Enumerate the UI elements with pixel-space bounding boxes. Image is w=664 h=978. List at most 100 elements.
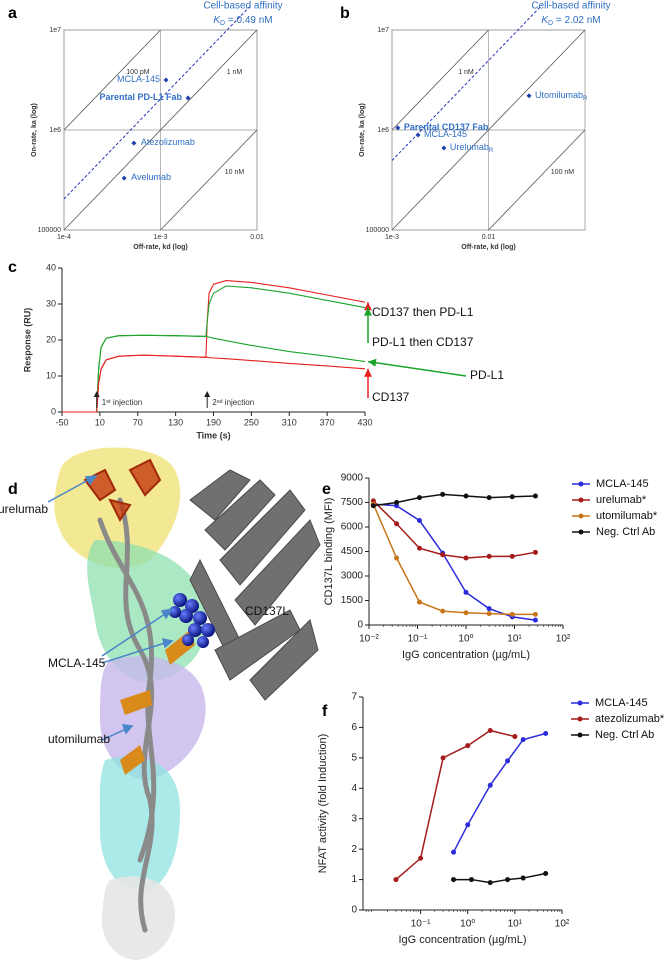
- y-tick-label: 1: [351, 874, 357, 885]
- series-marker: [370, 503, 376, 509]
- legend-label: Neg. Ctrl Ab: [596, 526, 655, 538]
- y-tick-label: 20: [46, 334, 56, 344]
- y-tick-label: 10: [46, 370, 56, 380]
- x-axis-label: Off-rate, kd (log): [461, 244, 515, 251]
- y-tick-label: 100000: [366, 227, 389, 234]
- legend-marker: [577, 716, 583, 722]
- iso-affinity-line: [391, 29, 489, 131]
- point-label: Parental CD137 Fab: [404, 122, 489, 132]
- y-tick-label: 7500: [341, 497, 364, 508]
- kd-subscript: D: [548, 20, 553, 27]
- point-name: Urelumab: [450, 142, 489, 152]
- legend-marker: [578, 529, 584, 535]
- series-line: [62, 334, 366, 413]
- y-tick-label: 100000: [38, 227, 61, 234]
- series-marker: [393, 877, 399, 883]
- x-tick-label: 10: [95, 417, 105, 427]
- point-label: Parental PD-L1 Fab: [100, 92, 183, 102]
- series-line: [373, 493, 536, 507]
- series-marker: [451, 849, 457, 855]
- x-tick-label: 10⁰: [458, 634, 473, 645]
- x-tick-label: 10⁻¹: [411, 919, 431, 930]
- point-subscript: R: [583, 95, 588, 101]
- series-marker: [463, 555, 469, 561]
- reference-label: KD = 0.49 nM: [213, 15, 272, 27]
- structure-label: utomilumab: [48, 732, 110, 746]
- y-axis-label: NFAT activity (fold Induction): [317, 734, 329, 874]
- injection-label: 1ˢᵗ injection: [102, 398, 143, 407]
- structure-label: urelumab: [0, 502, 48, 516]
- kd-symbol: K: [541, 15, 549, 26]
- x-tick-label: 310: [282, 417, 297, 427]
- series-marker: [532, 611, 538, 617]
- y-tick-label: 1e6: [49, 127, 61, 134]
- point-subscript: R: [489, 148, 494, 154]
- x-tick-label: -50: [55, 417, 68, 427]
- y-tick-label: 0: [351, 905, 357, 916]
- series-marker: [417, 517, 423, 523]
- series-label: PD-L1 then CD137: [372, 335, 474, 349]
- series-marker: [465, 743, 471, 749]
- series-line: [372, 500, 536, 559]
- legend-marker: [577, 732, 583, 738]
- series-marker: [509, 553, 515, 559]
- x-tick-label: 1e-4: [57, 234, 71, 241]
- y-tick-label: 3: [351, 813, 357, 824]
- series-line: [395, 729, 516, 881]
- legend-marker: [577, 700, 583, 706]
- panel-letter: b: [340, 5, 350, 22]
- iso-affinity-line: [391, 29, 586, 231]
- point: [415, 132, 421, 138]
- point: [185, 95, 191, 101]
- series-line: [453, 872, 546, 884]
- point-label: Atezolizumab: [141, 137, 195, 147]
- series-marker: [486, 553, 492, 559]
- structure-label: MCLA-145: [48, 656, 106, 670]
- point-label: UrelumabR: [450, 142, 494, 153]
- panel-letter: c: [8, 259, 17, 276]
- x-tick-label: 10⁻¹: [408, 634, 428, 645]
- panel-letter: f: [322, 703, 328, 720]
- legend-label: MCLA-145: [595, 697, 648, 709]
- injection-label: 2ⁿᵈ injection: [212, 398, 254, 407]
- iso-affinity-line: [63, 29, 258, 231]
- structure-image: [47, 447, 321, 960]
- y-tick-label: 6: [351, 722, 357, 733]
- x-tick-label: 0.01: [482, 234, 496, 241]
- iso-label: 100 pM: [126, 69, 150, 76]
- kd-value: = 2.02 nM: [553, 15, 601, 26]
- legend-label: Neg. Ctrl Ab: [595, 729, 654, 741]
- series-marker: [509, 611, 515, 617]
- x-tick-label: 1e-3: [385, 234, 399, 241]
- panel-letter: a: [8, 5, 17, 22]
- x-tick-label: 130: [168, 417, 183, 427]
- y-tick-label: 1e6: [377, 127, 389, 134]
- kd-value: = 0.49 nM: [225, 15, 273, 26]
- series-marker: [418, 855, 424, 861]
- series-marker: [505, 877, 511, 883]
- x-tick-label: 70: [133, 417, 143, 427]
- point-name: Parental PD-L1 Fab: [100, 92, 183, 102]
- injection-arrow-head: [93, 391, 100, 397]
- series-marker: [463, 610, 469, 616]
- series-marker: [486, 611, 492, 617]
- series-marker: [543, 731, 549, 737]
- series-marker: [417, 495, 423, 501]
- point: [163, 77, 169, 83]
- y-tick-label: 7: [351, 692, 357, 703]
- y-axis-label: CD137L binding (MFI): [323, 498, 335, 606]
- series-marker: [417, 599, 423, 605]
- x-axis-label: Time (s): [196, 430, 230, 440]
- series-marker: [440, 608, 446, 614]
- series-marker: [505, 758, 511, 764]
- y-tick-label: 0: [357, 620, 363, 631]
- series-marker: [394, 555, 400, 561]
- x-tick-label: 370: [320, 417, 335, 427]
- x-tick-label: 10⁻²: [359, 634, 379, 645]
- injection-arrow-head: [204, 391, 211, 397]
- point: [121, 175, 127, 181]
- y-tick-label: 40: [46, 262, 56, 272]
- series-marker: [487, 782, 493, 788]
- iso-label: 1 nM: [227, 69, 243, 76]
